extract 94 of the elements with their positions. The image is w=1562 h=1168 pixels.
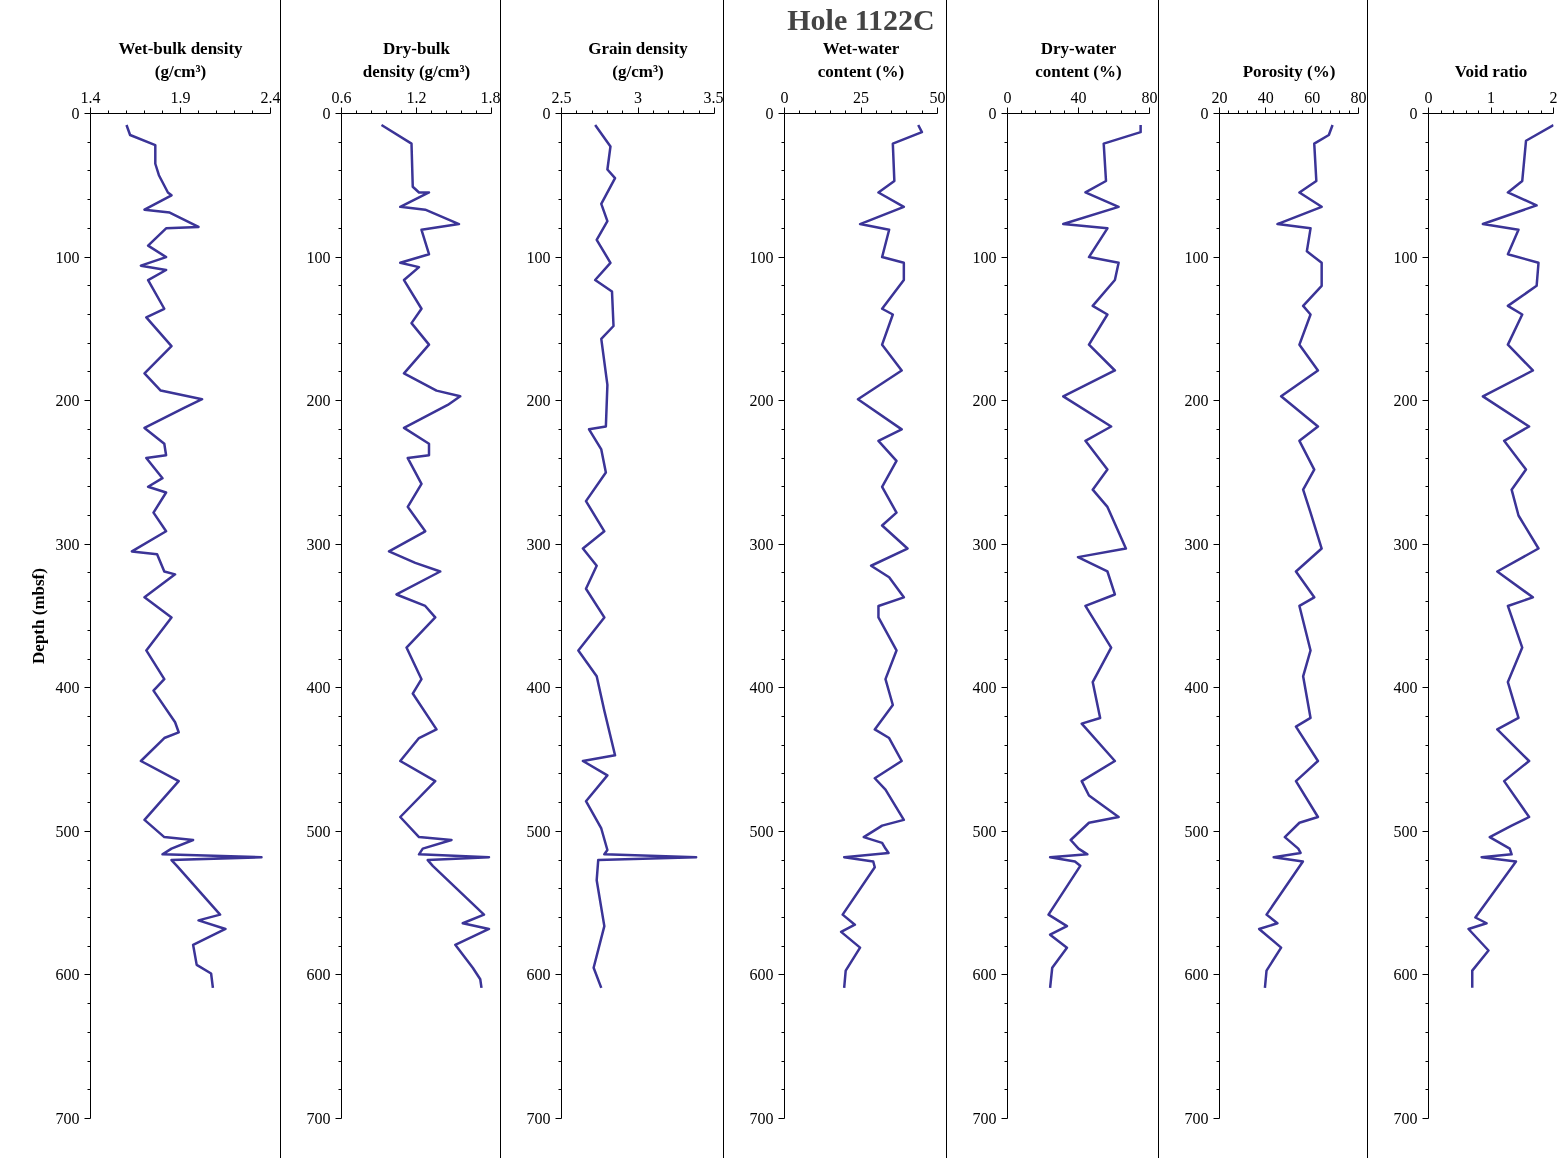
y-tick-label: 300	[1393, 535, 1418, 553]
y-tick-label: 600	[526, 966, 551, 984]
x-tick-label: 25	[853, 88, 869, 106]
y-tick-label: 200	[1184, 392, 1209, 410]
y-tick-label: 700	[306, 1110, 331, 1127]
y-tick-label: 400	[1393, 679, 1418, 697]
y-tick-label: 700	[1184, 1110, 1209, 1127]
x-tick-label: 40	[1257, 88, 1274, 106]
y-tick-label: 200	[749, 392, 774, 410]
y-tick-label: 600	[306, 966, 331, 984]
x-tick-label: 50	[929, 88, 946, 106]
y-tick-label: 500	[1393, 822, 1418, 840]
x-axis-title: Grain density (g/cm³)	[588, 38, 689, 81]
x-tick-label: 1	[1487, 88, 1495, 106]
y-tick-label: 600	[55, 966, 80, 984]
y-tick-label: 100	[1184, 248, 1209, 266]
y-tick-label: 300	[749, 535, 774, 553]
line-series	[380, 123, 491, 990]
y-tick-label: 100	[55, 248, 80, 266]
x-tick-label: 1.8	[480, 88, 501, 106]
chart-title: Hole 1122C	[787, 2, 935, 36]
line-series	[1047, 123, 1142, 990]
y-tick-label: 200	[1393, 392, 1418, 410]
y-tick-label: 200	[972, 392, 997, 410]
y-tick-label: 600	[1184, 966, 1209, 984]
y-axis-title: Depth (mbsf)	[28, 568, 48, 664]
y-tick-label: 200	[526, 392, 551, 410]
y-tick-label: 0	[1200, 105, 1209, 122]
y-tick-label: 500	[526, 822, 551, 840]
x-tick-label: 3.5	[703, 88, 724, 106]
y-tick-label: 400	[749, 679, 774, 697]
x-tick-label: 80	[1350, 88, 1367, 106]
y-tick-label: 400	[1184, 679, 1209, 697]
y-tick-label: 100	[306, 248, 331, 266]
y-tick-label: 500	[306, 822, 331, 840]
x-axis-title: Wet-bulk density (g/cm³)	[118, 38, 244, 81]
x-axis-title: Porosity (%)	[1242, 61, 1336, 81]
x-tick-label: 40	[1070, 88, 1087, 106]
y-tick-label: 300	[55, 535, 80, 553]
y-tick-label: 500	[972, 822, 997, 840]
line-series	[1467, 123, 1554, 990]
x-tick-label: 1.2	[406, 88, 427, 106]
y-tick-label: 400	[55, 679, 80, 697]
y-tick-label: 0	[322, 105, 331, 122]
y-tick-label: 0	[765, 105, 774, 122]
x-tick-label: 0	[1003, 88, 1012, 106]
y-tick-label: 300	[526, 535, 551, 553]
y-tick-label: 200	[306, 392, 331, 410]
y-tick-label: 100	[972, 248, 997, 266]
line-series	[125, 123, 263, 990]
x-axis-title: Dry-bulk density (g/cm³)	[362, 38, 471, 81]
y-tick-label: 0	[1409, 105, 1418, 122]
x-axis-title: Void ratio	[1454, 61, 1528, 81]
y-tick-label: 100	[1393, 248, 1418, 266]
x-tick-label: 0	[780, 88, 789, 106]
y-tick-label: 700	[749, 1110, 774, 1127]
y-tick-label: 300	[306, 535, 331, 553]
y-tick-label: 0	[71, 105, 80, 122]
x-tick-label: 80	[1141, 88, 1158, 106]
y-tick-label: 300	[972, 535, 997, 553]
x-tick-label: 1.4	[80, 88, 101, 106]
y-tick-label: 600	[972, 966, 997, 984]
y-tick-label: 200	[55, 392, 80, 410]
x-tick-label: 2	[1549, 88, 1558, 106]
y-tick-label: 600	[1393, 966, 1418, 984]
y-tick-label: 100	[526, 248, 551, 266]
x-tick-label: 20	[1211, 88, 1228, 106]
y-tick-label: 600	[749, 966, 774, 984]
x-tick-label: 0	[1424, 88, 1433, 106]
x-axis-title: Wet-water content (%)	[817, 38, 905, 81]
y-tick-label: 300	[1184, 535, 1209, 553]
y-tick-label: 0	[988, 105, 997, 122]
y-tick-label: 500	[55, 822, 80, 840]
y-tick-label: 500	[749, 822, 774, 840]
y-tick-label: 700	[1393, 1110, 1418, 1127]
y-tick-label: 100	[749, 248, 774, 266]
y-tick-label: 400	[972, 679, 997, 697]
x-tick-label: 3	[634, 88, 642, 106]
x-tick-label: 60	[1304, 88, 1321, 106]
y-tick-label: 0	[542, 105, 551, 122]
line-series	[839, 123, 924, 990]
y-tick-label: 700	[526, 1110, 551, 1127]
x-tick-label: 1.9	[170, 88, 191, 106]
x-tick-label: 2.5	[551, 88, 572, 106]
line-series	[577, 123, 698, 990]
x-tick-label: 0.6	[331, 88, 352, 106]
y-tick-label: 500	[1184, 822, 1209, 840]
x-tick-label: 2.4	[260, 88, 281, 106]
line-series	[1257, 123, 1334, 990]
y-tick-label: 700	[55, 1110, 80, 1127]
y-tick-label: 400	[526, 679, 551, 697]
y-tick-label: 400	[306, 679, 331, 697]
y-tick-label: 700	[972, 1110, 997, 1127]
x-axis-title: Dry-water content (%)	[1035, 38, 1122, 81]
